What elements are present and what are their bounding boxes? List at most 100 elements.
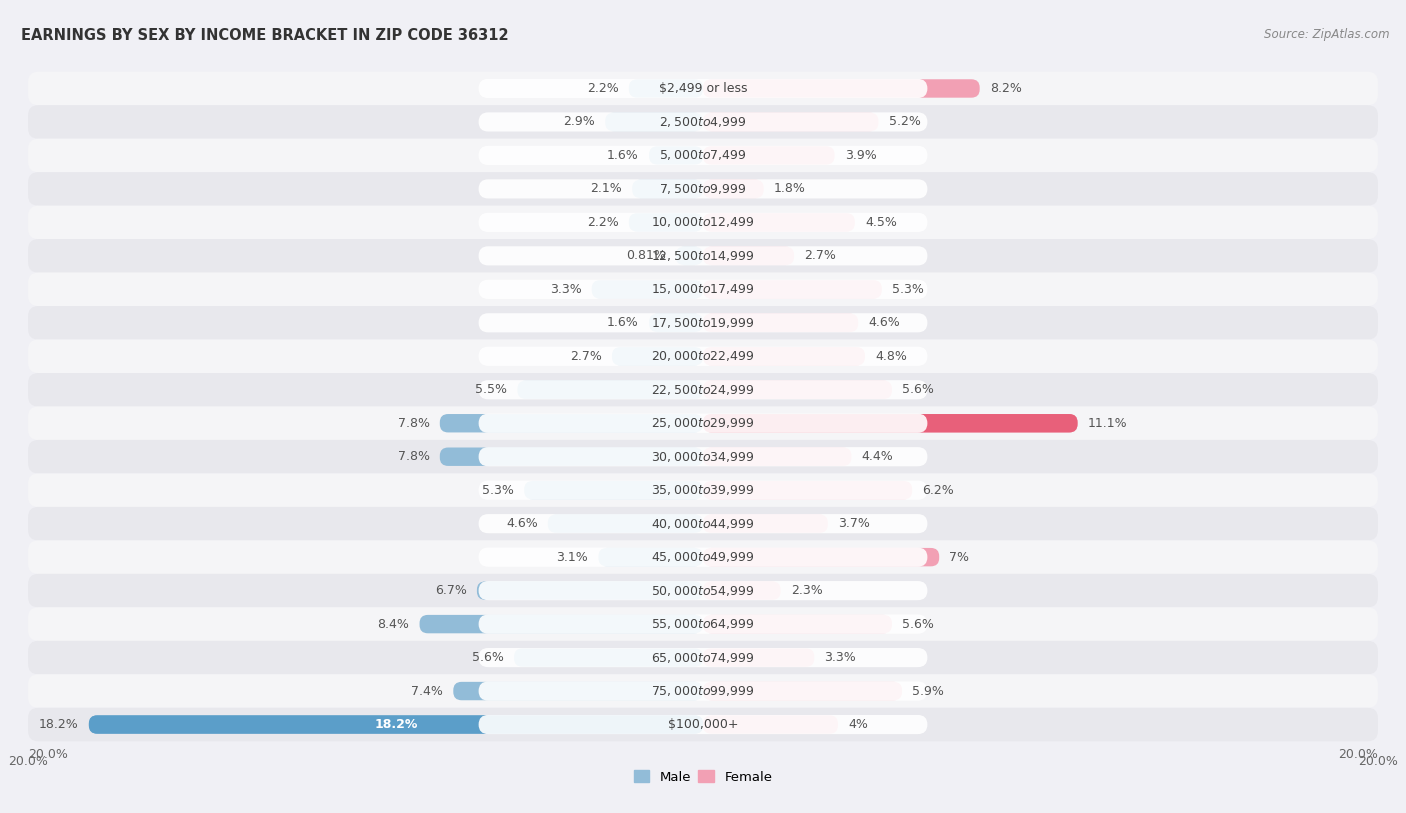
FancyBboxPatch shape <box>703 515 828 533</box>
Text: $45,000 to $49,999: $45,000 to $49,999 <box>651 550 755 564</box>
FancyBboxPatch shape <box>28 272 1378 306</box>
FancyBboxPatch shape <box>599 548 703 567</box>
FancyBboxPatch shape <box>612 347 703 366</box>
Text: 4.5%: 4.5% <box>865 216 897 229</box>
FancyBboxPatch shape <box>440 447 703 466</box>
Text: 20.0%: 20.0% <box>1339 748 1378 761</box>
Text: Source: ZipAtlas.com: Source: ZipAtlas.com <box>1264 28 1389 41</box>
FancyBboxPatch shape <box>28 373 1378 406</box>
Text: $75,000 to $99,999: $75,000 to $99,999 <box>651 684 755 698</box>
Text: $2,499 or less: $2,499 or less <box>659 82 747 95</box>
Text: 4.6%: 4.6% <box>869 316 900 329</box>
FancyBboxPatch shape <box>703 447 852 466</box>
FancyBboxPatch shape <box>478 681 928 701</box>
FancyBboxPatch shape <box>548 515 703 533</box>
Text: 18.2%: 18.2% <box>374 718 418 731</box>
Text: 4.8%: 4.8% <box>875 350 907 363</box>
FancyBboxPatch shape <box>28 440 1378 473</box>
FancyBboxPatch shape <box>517 380 703 399</box>
FancyBboxPatch shape <box>478 380 928 399</box>
FancyBboxPatch shape <box>628 213 703 232</box>
FancyBboxPatch shape <box>478 414 928 433</box>
FancyBboxPatch shape <box>703 280 882 298</box>
Text: $100,000+: $100,000+ <box>668 718 738 731</box>
Text: 7%: 7% <box>949 550 969 563</box>
FancyBboxPatch shape <box>703 380 891 399</box>
FancyBboxPatch shape <box>703 414 1077 433</box>
Text: 1.6%: 1.6% <box>607 149 638 162</box>
FancyBboxPatch shape <box>515 649 703 667</box>
FancyBboxPatch shape <box>478 313 928 333</box>
Text: $12,500 to $14,999: $12,500 to $14,999 <box>651 249 755 263</box>
Text: EARNINGS BY SEX BY INCOME BRACKET IN ZIP CODE 36312: EARNINGS BY SEX BY INCOME BRACKET IN ZIP… <box>21 28 509 43</box>
Text: 5.9%: 5.9% <box>912 685 943 698</box>
FancyBboxPatch shape <box>28 541 1378 574</box>
FancyBboxPatch shape <box>478 180 928 198</box>
Text: 5.6%: 5.6% <box>472 651 503 664</box>
Text: 7.8%: 7.8% <box>398 417 430 430</box>
Text: 4.6%: 4.6% <box>506 517 537 530</box>
Text: 2.2%: 2.2% <box>586 216 619 229</box>
FancyBboxPatch shape <box>478 615 928 633</box>
Text: 11.1%: 11.1% <box>1088 417 1128 430</box>
Text: $7,500 to $9,999: $7,500 to $9,999 <box>659 182 747 196</box>
FancyBboxPatch shape <box>28 473 1378 507</box>
FancyBboxPatch shape <box>478 514 928 533</box>
FancyBboxPatch shape <box>28 574 1378 607</box>
FancyBboxPatch shape <box>28 105 1378 139</box>
Text: 1.8%: 1.8% <box>773 182 806 195</box>
FancyBboxPatch shape <box>524 481 703 499</box>
FancyBboxPatch shape <box>478 79 928 98</box>
FancyBboxPatch shape <box>650 314 703 332</box>
FancyBboxPatch shape <box>633 180 703 198</box>
Text: $30,000 to $34,999: $30,000 to $34,999 <box>651 450 755 463</box>
FancyBboxPatch shape <box>478 581 928 600</box>
FancyBboxPatch shape <box>28 607 1378 641</box>
FancyBboxPatch shape <box>28 708 1378 741</box>
Text: $40,000 to $44,999: $40,000 to $44,999 <box>651 517 755 531</box>
FancyBboxPatch shape <box>703 548 939 567</box>
Text: $22,500 to $24,999: $22,500 to $24,999 <box>651 383 755 397</box>
FancyBboxPatch shape <box>703 615 891 633</box>
FancyBboxPatch shape <box>478 715 928 734</box>
FancyBboxPatch shape <box>28 507 1378 541</box>
Text: 2.7%: 2.7% <box>569 350 602 363</box>
FancyBboxPatch shape <box>478 480 928 500</box>
Text: 3.9%: 3.9% <box>845 149 876 162</box>
FancyBboxPatch shape <box>703 581 780 600</box>
FancyBboxPatch shape <box>650 146 703 164</box>
Text: 20.0%: 20.0% <box>28 748 67 761</box>
Text: 4%: 4% <box>848 718 868 731</box>
Text: 2.7%: 2.7% <box>804 250 837 263</box>
FancyBboxPatch shape <box>703 649 814 667</box>
FancyBboxPatch shape <box>478 548 928 567</box>
FancyBboxPatch shape <box>592 280 703 298</box>
Text: $65,000 to $74,999: $65,000 to $74,999 <box>651 650 755 664</box>
Text: 7.8%: 7.8% <box>398 450 430 463</box>
FancyBboxPatch shape <box>703 715 838 734</box>
Text: $2,500 to $4,999: $2,500 to $4,999 <box>659 115 747 129</box>
Text: 8.2%: 8.2% <box>990 82 1022 95</box>
FancyBboxPatch shape <box>28 641 1378 674</box>
Text: $20,000 to $22,499: $20,000 to $22,499 <box>651 350 755 363</box>
FancyBboxPatch shape <box>703 314 858 332</box>
Text: 4.4%: 4.4% <box>862 450 893 463</box>
Text: 5.6%: 5.6% <box>903 383 934 396</box>
FancyBboxPatch shape <box>703 682 903 700</box>
FancyBboxPatch shape <box>28 674 1378 708</box>
Text: 0.81%: 0.81% <box>626 250 665 263</box>
FancyBboxPatch shape <box>478 213 928 232</box>
FancyBboxPatch shape <box>453 682 703 700</box>
FancyBboxPatch shape <box>28 172 1378 206</box>
Text: $17,500 to $19,999: $17,500 to $19,999 <box>651 315 755 330</box>
Text: 2.9%: 2.9% <box>564 115 595 128</box>
FancyBboxPatch shape <box>440 414 703 433</box>
FancyBboxPatch shape <box>703 414 1077 433</box>
Text: 2.3%: 2.3% <box>790 584 823 597</box>
FancyBboxPatch shape <box>478 447 928 467</box>
FancyBboxPatch shape <box>419 615 703 633</box>
FancyBboxPatch shape <box>477 581 703 600</box>
Text: 6.7%: 6.7% <box>434 584 467 597</box>
FancyBboxPatch shape <box>28 306 1378 340</box>
FancyBboxPatch shape <box>89 715 703 734</box>
